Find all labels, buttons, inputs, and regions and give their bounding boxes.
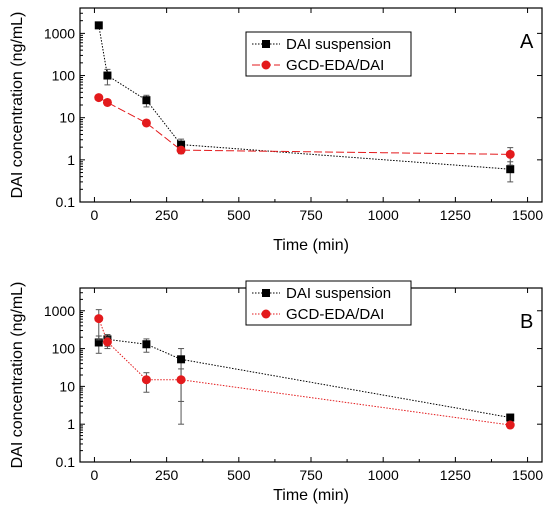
series-dai-suspension: [94, 21, 515, 183]
y-tick-label: 0.1: [56, 454, 76, 470]
data-point-circle: [141, 118, 151, 128]
y-tick-label: 1000: [44, 303, 75, 319]
series-line: [98, 338, 511, 419]
data-point-square: [94, 21, 103, 30]
data-point-square: [506, 413, 515, 422]
x-tick-label: 1250: [440, 467, 471, 483]
data-point-circle: [505, 420, 515, 430]
y-tick-label: 10: [59, 378, 75, 394]
y-tick-label: 1000: [44, 25, 75, 41]
x-tick-label: 0: [91, 467, 99, 483]
data-point-square: [506, 165, 515, 174]
y-axis-title: DAI concentration (ng/mL): [9, 12, 26, 199]
chart-panel-a: 0 250 500 750 1000 1250 1500 0.1 1 10 100 1000 Time …: [9, 7, 543, 254]
x-tick-label: 750: [299, 207, 323, 223]
data-point-square: [94, 338, 103, 347]
y-axis-title: DAI concentration (ng/mL): [9, 282, 26, 469]
panel-label: A: [520, 31, 534, 53]
series-gcd-eda-dai: [94, 309, 515, 430]
data-point-circle: [94, 93, 104, 103]
x-axis-title: Time (min): [273, 237, 349, 254]
data-point-square: [177, 355, 186, 364]
x-tick-label: 1500: [512, 467, 543, 483]
data-point-circle: [141, 375, 151, 385]
data-point-circle: [505, 149, 515, 159]
series-dai-suspension: [94, 334, 515, 422]
legend-label: GCD-EDA/DAI: [286, 57, 384, 74]
legend-label: DAI suspension: [286, 36, 391, 53]
legend-marker-square: [262, 289, 270, 297]
y-tick-label: 100: [52, 68, 76, 84]
x-tick-label: 1000: [368, 207, 399, 223]
x-tick-label: 500: [227, 467, 251, 483]
y-tick-label: 1: [67, 416, 75, 432]
data-point-circle: [102, 97, 112, 107]
series-gcd-eda-dai: [94, 93, 515, 166]
x-tick-label: 1250: [440, 207, 471, 223]
legend-box: [245, 280, 412, 326]
x-tick-label: 1000: [368, 467, 399, 483]
legend-label: GCD-EDA/DAI: [286, 306, 384, 323]
legend-marker-circle: [261, 309, 271, 319]
y-tick-label: 0.1: [56, 194, 76, 210]
series-line: [98, 318, 511, 426]
data-point-square: [177, 140, 186, 149]
series-line: [98, 97, 511, 155]
data-point-square: [142, 96, 151, 105]
data-point-square: [142, 340, 151, 349]
legend: DAI suspension GCD-EDA/DAI: [245, 280, 412, 326]
x-tick-label: 0: [91, 207, 99, 223]
legend-marker-square: [262, 40, 270, 48]
legend-marker-circle: [261, 60, 271, 70]
data-point-square: [103, 71, 112, 80]
legend-label: DAI suspension: [286, 285, 391, 302]
data-point-circle: [176, 145, 186, 155]
y-tick-label: 10: [59, 110, 75, 126]
y-tick-label: 1: [67, 152, 75, 168]
panel-label: B: [520, 311, 533, 333]
data-point-circle: [176, 375, 186, 385]
legend-box: [245, 31, 412, 77]
x-axis-title: Time (min): [273, 487, 349, 504]
x-tick-label: 1500: [512, 207, 543, 223]
x-tick-label: 500: [227, 207, 251, 223]
data-point-circle: [102, 337, 112, 347]
legend: DAI suspension GCD-EDA/DAI: [245, 31, 412, 77]
chart-panel-b: 0 250 500 750 1000 1250 1500 0.1 1 10 100 1000 Time …: [9, 280, 543, 504]
data-point-circle: [94, 314, 104, 324]
x-tick-label: 250: [155, 467, 179, 483]
x-tick-label: 250: [155, 207, 179, 223]
x-tick-label: 750: [299, 467, 323, 483]
y-tick-label: 100: [52, 341, 76, 357]
